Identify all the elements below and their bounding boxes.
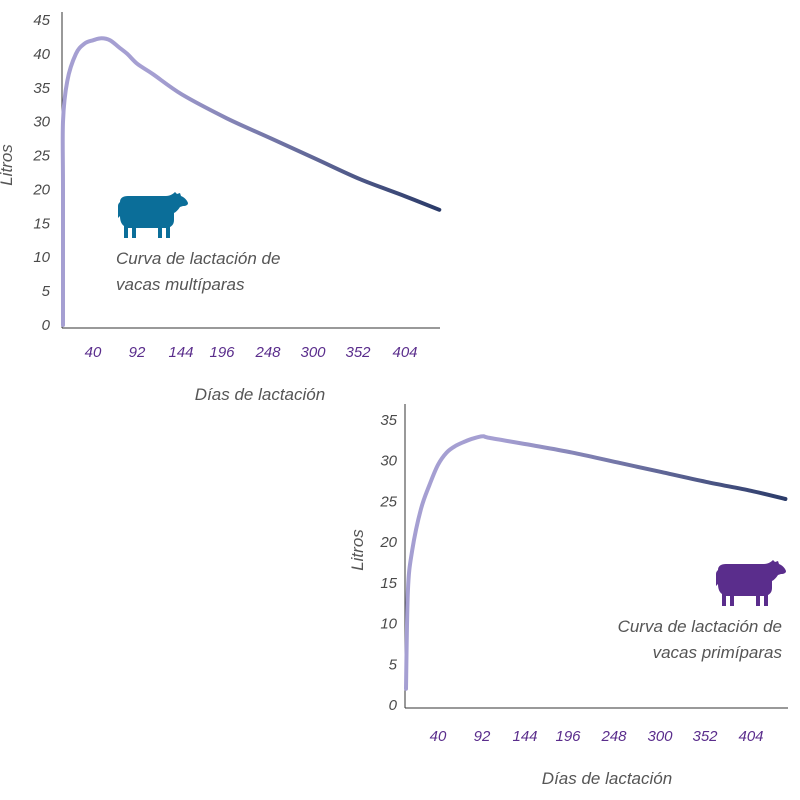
y-tick-label: 35 bbox=[33, 80, 50, 97]
series-line bbox=[60, 36, 442, 327]
y-tick-label: 20 bbox=[379, 534, 397, 551]
y-tick-label: 0 bbox=[42, 317, 51, 334]
x-tick-label: 144 bbox=[168, 344, 193, 361]
y-tick-label: 25 bbox=[379, 493, 397, 510]
y-axis-label: Litros bbox=[348, 529, 367, 571]
chart-annotation-line: Curva de lactación de bbox=[618, 617, 782, 636]
y-tick-label: 25 bbox=[32, 148, 50, 165]
x-tick-label: 248 bbox=[600, 728, 627, 745]
y-tick-label: 10 bbox=[380, 616, 397, 633]
chart-annotation-line: Curva de lactación de bbox=[116, 249, 280, 268]
x-tick-label: 404 bbox=[738, 728, 763, 745]
cow-icon bbox=[716, 560, 786, 606]
x-tick-label: 300 bbox=[647, 728, 673, 745]
x-tick-label: 196 bbox=[555, 728, 581, 745]
y-tick-label: 5 bbox=[42, 283, 51, 300]
chart-1: 0 5 10 15 20 25 30 35 40 45 40 92 144 196 248 300 352 404… bbox=[0, 12, 442, 404]
x-tick-label: 352 bbox=[345, 344, 371, 361]
x-tick-label: 92 bbox=[474, 728, 491, 745]
chart-annotation-line: vacas primíparas bbox=[653, 643, 783, 662]
x-tick-label: 404 bbox=[392, 344, 417, 361]
y-tick-label: 35 bbox=[380, 412, 397, 429]
x-tick-label: 92 bbox=[129, 344, 146, 361]
x-axis-label: Días de lactación bbox=[195, 385, 325, 404]
chart-2: 0 5 10 15 20 25 30 35 40 92 144 196 248 300 352 404 Litr… bbox=[348, 404, 788, 788]
cow-icon bbox=[118, 192, 188, 238]
y-tick-label: 40 bbox=[33, 46, 50, 63]
y-tick-label: 0 bbox=[389, 697, 398, 714]
x-tick-label: 300 bbox=[300, 344, 326, 361]
x-tick-label: 196 bbox=[209, 344, 235, 361]
x-tick-label: 248 bbox=[254, 344, 281, 361]
chart-annotation-line: vacas multíparas bbox=[116, 275, 245, 294]
y-tick-label: 30 bbox=[380, 453, 397, 470]
x-tick-label: 144 bbox=[512, 728, 537, 745]
y-tick-label: 5 bbox=[389, 656, 398, 673]
y-tick-label: 15 bbox=[380, 575, 397, 592]
y-tick-label: 15 bbox=[33, 215, 50, 232]
x-tick-label: 40 bbox=[85, 344, 102, 361]
y-axis-label: Litros bbox=[0, 144, 16, 186]
y-tick-label: 30 bbox=[33, 114, 50, 131]
y-tick-label: 20 bbox=[32, 181, 50, 198]
y-tick-label: 10 bbox=[33, 249, 50, 266]
y-tick-label: 45 bbox=[33, 12, 50, 29]
x-axis-label: Días de lactación bbox=[542, 769, 672, 788]
x-tick-label: 352 bbox=[692, 728, 718, 745]
x-tick-label: 40 bbox=[430, 728, 447, 745]
series-line bbox=[404, 434, 788, 691]
